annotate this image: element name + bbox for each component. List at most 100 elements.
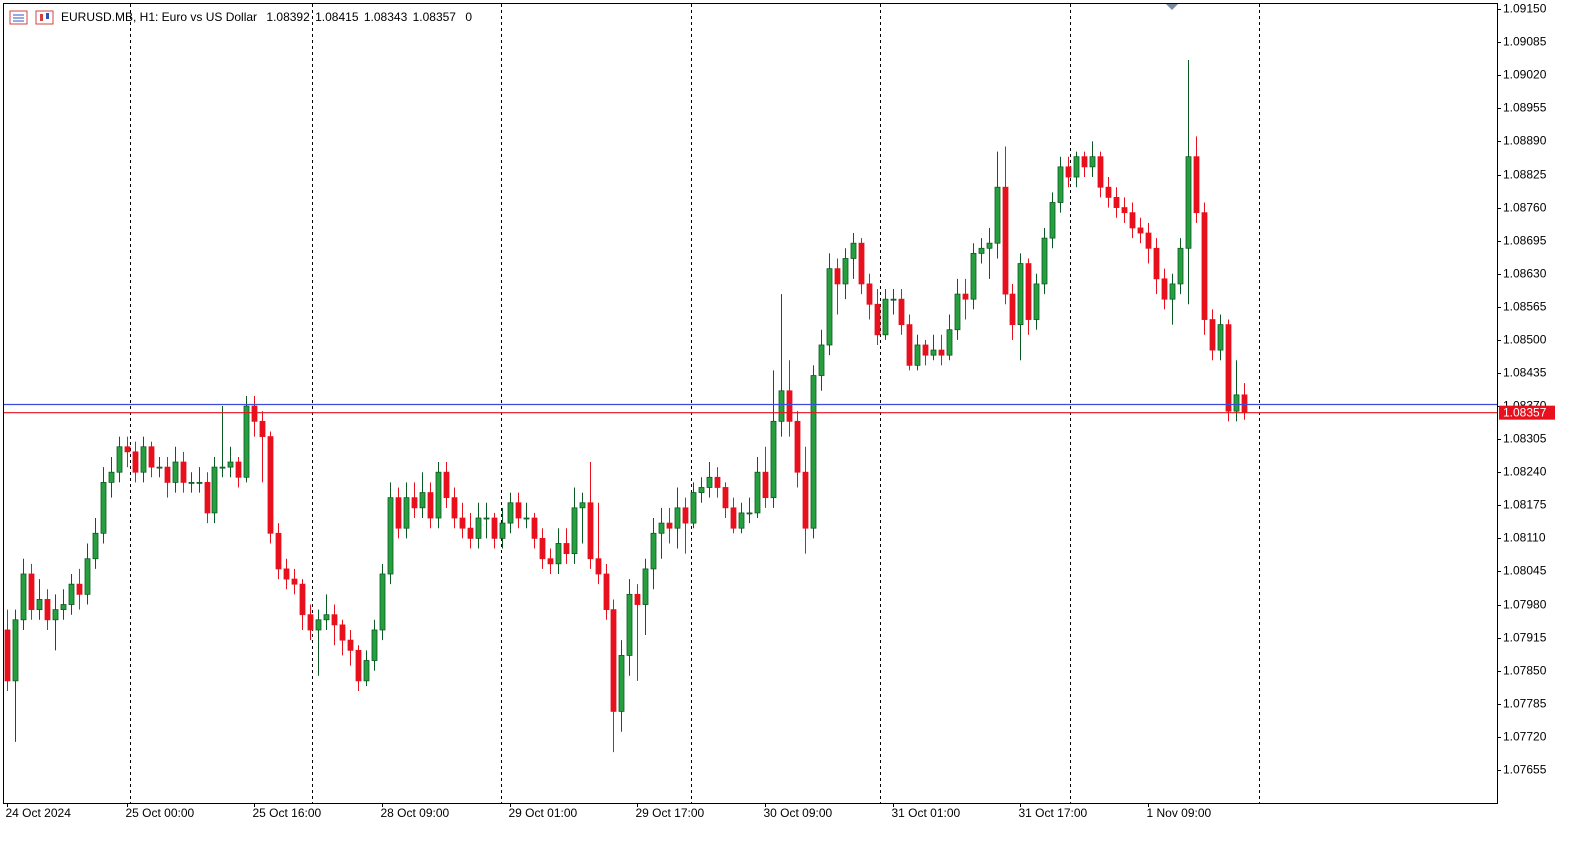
candle-body [299,583,306,616]
y-tick-label: 1.07850 [1503,664,1547,678]
candle-body [834,268,841,285]
y-tick-label: 1.07720 [1503,730,1547,744]
candle-body [1241,394,1248,414]
candle-body [914,344,921,366]
candle-body [898,298,905,326]
candle-body [730,507,737,529]
y-tick-label: 1.08565 [1503,300,1547,314]
candle-body [124,446,131,453]
candle-body [12,619,19,682]
y-tick-label: 1.08435 [1503,366,1547,380]
header: EURUSD.MB, H1: Euro vs US Dollar 1.08392… [61,10,472,24]
candle-body [1113,197,1120,208]
candles [4,59,1248,753]
candle-body [547,558,554,565]
candle-body [20,573,27,621]
y-tick-label: 1.09150 [1503,2,1547,16]
candle-body [579,502,586,509]
candle-body [204,481,211,514]
candle-body [1065,166,1072,178]
y-tick-label: 1.08825 [1503,168,1547,182]
candle-body [100,481,107,534]
candle-body [403,497,410,529]
candle-body [674,507,681,529]
candle-body [842,258,849,285]
y-tick-label: 1.07785 [1503,697,1547,711]
x-tick-label: 30 Oct 09:00 [764,806,833,820]
x-tick-label: 31 Oct 01:00 [892,806,961,820]
candle-body [164,466,171,483]
candle-body [826,268,833,346]
candle-body [978,247,985,254]
y-tick-label: 1.08630 [1503,267,1547,281]
y-tick-label: 1.08175 [1503,498,1547,512]
y-tick-label: 1.08305 [1503,432,1547,446]
candle-body [555,543,562,565]
candle-body [148,446,155,468]
candle-body [395,497,402,529]
candle-body [882,298,889,336]
candle-body [1073,156,1080,178]
candle-body [92,532,99,560]
bid-label: 1.08357 [1503,405,1547,419]
candle-body [60,604,67,611]
x-tick-label: 29 Oct 01:00 [509,806,578,820]
candle-body [1185,156,1192,249]
candle-body [219,466,226,469]
candle-body [866,283,873,305]
candle-body [986,242,993,249]
candle-body [419,492,426,509]
candle-body [267,436,274,534]
y-tick-label: 1.08760 [1503,201,1547,215]
candle-body [491,517,498,539]
y-tick-label: 1.08890 [1503,134,1547,148]
candle-body [1097,156,1104,188]
candle-body [1169,283,1176,300]
header-open: 1.08392 [266,10,310,24]
candle-body [954,293,961,331]
candle-body [459,517,466,529]
candle-body [595,558,602,575]
candle-body [531,517,538,539]
candle-body [227,461,234,468]
candle-body [690,492,697,524]
candle-body [84,558,91,595]
candle-body [634,593,641,605]
candle-body [188,481,195,484]
y-tick-label: 1.09085 [1503,35,1547,49]
candle-body [930,349,937,356]
header-volume: 0 [465,10,472,24]
header-low: 1.08343 [364,10,408,24]
candle-body [962,293,969,300]
candle-body [172,461,179,483]
candle-body [339,624,346,641]
candle-body [587,502,594,560]
candle-body [1225,324,1232,412]
candle-body [706,476,713,488]
shift-marker [1166,4,1178,10]
candle-body [618,655,625,712]
candle-body [499,522,506,539]
candle-body [1057,166,1064,203]
candle-body [323,614,330,621]
candle-body [251,405,258,422]
candle-body [108,471,115,483]
candle-body [523,517,530,520]
candle-body [315,619,322,631]
candle-body [890,298,897,301]
y-tick-label: 1.07980 [1503,598,1547,612]
candle-body [810,375,817,529]
candle-body [650,532,657,570]
candle-body [347,639,354,651]
candle-body [291,578,298,585]
candle-body [451,497,458,519]
candle-body [355,649,362,682]
header-high: 1.08415 [315,10,359,24]
candle-body [68,583,75,605]
candle-body [331,614,338,626]
candle-body [116,446,123,473]
candle-body [642,568,649,605]
candle-body [411,497,418,509]
candle-body [435,471,442,519]
